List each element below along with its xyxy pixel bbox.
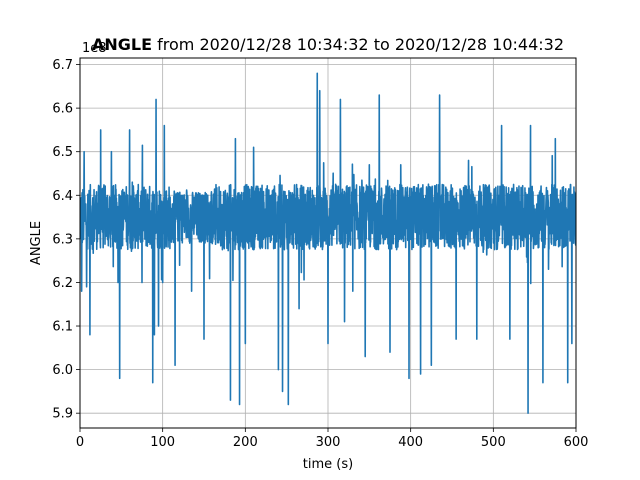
y-tick-label: 5.9 xyxy=(52,407,73,422)
x-tick-label: 600 xyxy=(564,435,589,450)
chart-title-bold: ANGLE xyxy=(92,35,152,54)
chart-title: ANGLE from 2020/12/28 10:34:32 to 2020/1… xyxy=(92,35,564,54)
y-tick-label: 6.7 xyxy=(52,58,73,73)
ticks: 0 100 200 300 400 500 600 5.9 6.0 6.1 6.2 6.3 6.4 6.5… xyxy=(52,58,588,450)
y-tick-label: 6.6 xyxy=(52,102,73,117)
x-axis-label: time (s) xyxy=(303,457,353,472)
x-tick-label: 400 xyxy=(398,435,423,450)
y-tick-label: 6.2 xyxy=(52,276,73,291)
x-tick-label: 200 xyxy=(233,435,258,450)
y-tick-label: 6.5 xyxy=(52,145,73,160)
series-line xyxy=(80,72,576,414)
y-tick-label: 6.0 xyxy=(52,363,73,378)
series-line-group xyxy=(80,72,576,414)
y-offset-label: 1e8 xyxy=(82,41,107,56)
y-tick-label: 6.3 xyxy=(52,232,73,247)
x-tick-label: 300 xyxy=(316,435,341,450)
x-tick-label: 100 xyxy=(150,435,175,450)
chart-title-rest: from 2020/12/28 10:34:32 to 2020/12/28 1… xyxy=(152,35,564,54)
x-tick-label: 500 xyxy=(481,435,506,450)
y-axis-label: ANGLE xyxy=(29,221,44,265)
y-tick-label: 6.4 xyxy=(52,189,73,204)
x-tick-label: 0 xyxy=(76,435,84,450)
y-tick-label: 6.1 xyxy=(52,320,73,335)
